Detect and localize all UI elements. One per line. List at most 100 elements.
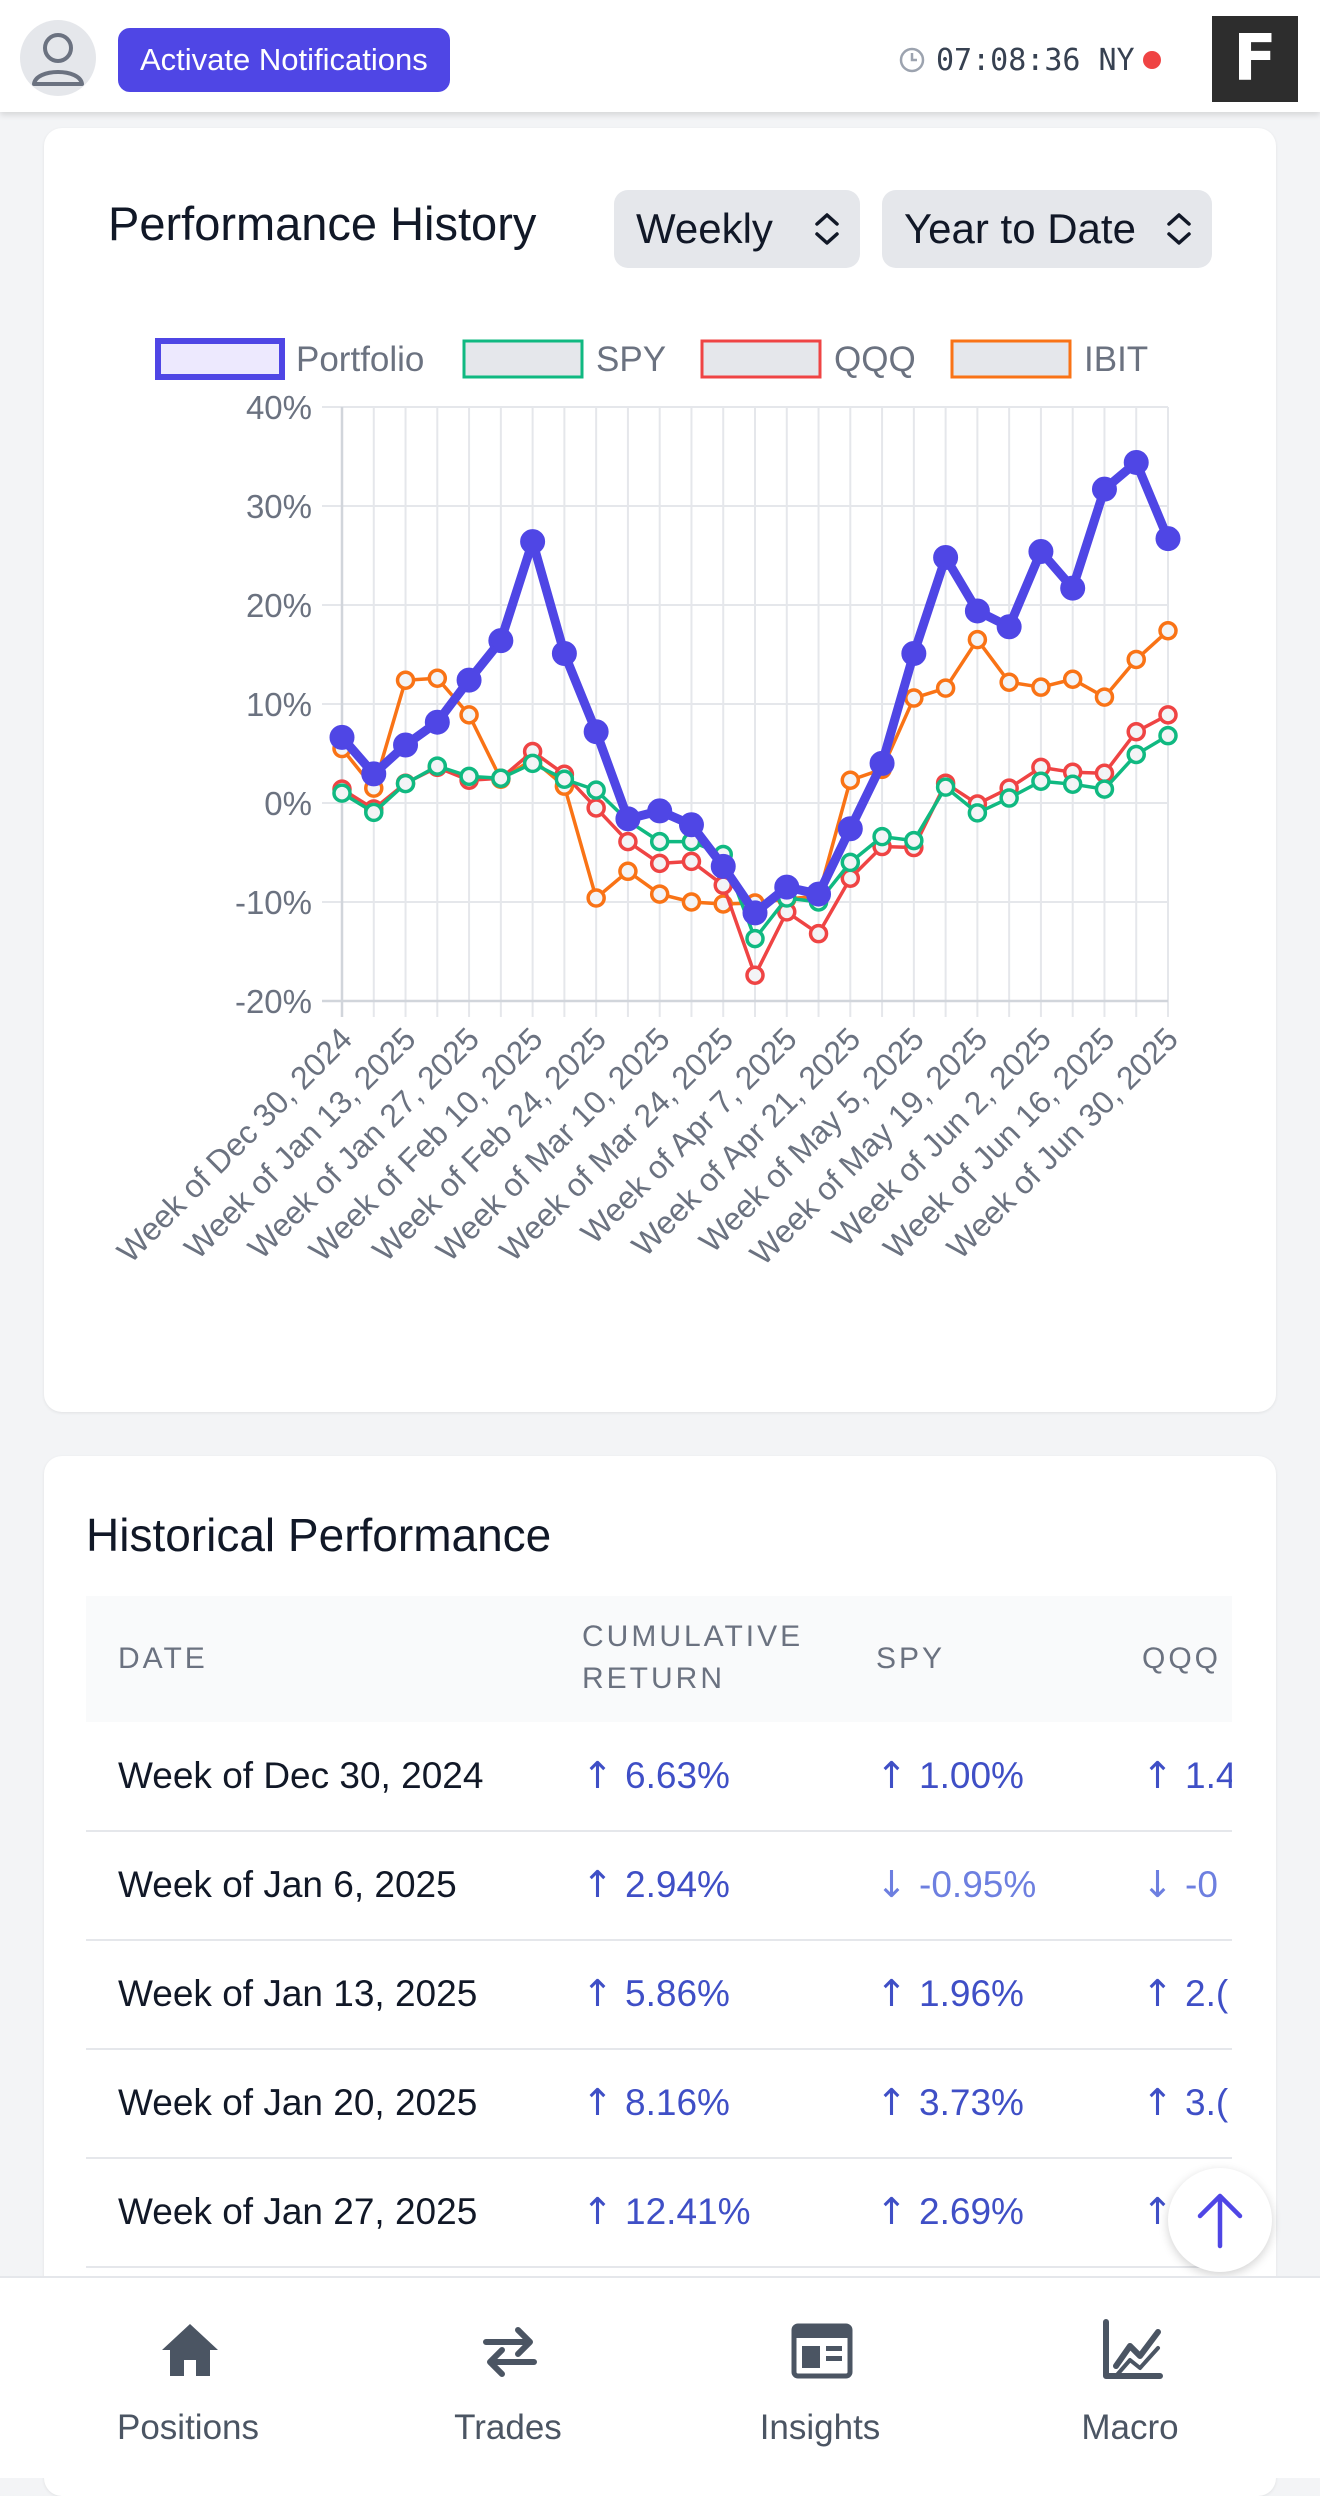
data-point [329, 724, 355, 750]
data-point [459, 766, 479, 787]
cell-qqq: ↑ 2.( [1142, 1940, 1228, 2048]
cell-qqq: ↑ 1.4 [1142, 1722, 1232, 1830]
column-header-spy: SPY [876, 1642, 946, 1675]
arrow-up-icon: ↑ [582, 2081, 614, 2124]
data-point [1028, 539, 1054, 565]
cell-value: 8.16% [625, 2082, 730, 2123]
activate-notifications-button[interactable]: Activate Notifications [118, 28, 450, 92]
cell-date: Week of Jan 6, 2025 [118, 1864, 457, 1905]
y-tick-label: 40% [246, 389, 312, 426]
arrow-up-icon [1197, 2193, 1243, 2249]
data-point [522, 753, 543, 774]
cell-value: 2.( [1185, 1973, 1229, 2014]
brand-logo[interactable]: F [1212, 16, 1298, 102]
data-point [554, 769, 575, 789]
table-row[interactable]: Week of Dec 30, 2024 ↑ 6.63% ↑ 1.00% ↑ 1.4 [86, 1722, 1232, 1832]
data-point [1158, 620, 1178, 641]
data-point [1158, 705, 1178, 725]
market-clock: 07:08:36 NY [898, 38, 1161, 82]
cell-qqq: ↓ -0 [1142, 1831, 1218, 1939]
data-point [459, 705, 479, 725]
data-point [745, 965, 765, 986]
scroll-to-top-button[interactable] [1168, 2168, 1272, 2272]
cell-spy: ↓ -0.95% [876, 1831, 1036, 1939]
data-point [551, 641, 577, 667]
column-header-cumulative-return: CUMULATIVE RETURN [582, 1620, 804, 1695]
data-point [1126, 721, 1146, 742]
table-row[interactable]: Week of Jan 6, 2025 ↑ 2.94% ↓ -0.95% ↓ -0 [86, 1831, 1232, 1941]
data-point [999, 788, 1019, 808]
cell-value: 2.69% [919, 2191, 1024, 2232]
arrow-down-icon: ↓ [876, 1863, 908, 1906]
data-point [964, 598, 990, 624]
data-point [649, 853, 670, 874]
nav-item-trades[interactable]: Trades [378, 2278, 638, 2478]
data-point [424, 709, 450, 735]
y-tick-label: -10% [235, 884, 312, 921]
data-point [332, 783, 352, 803]
table-row[interactable]: Week of Jan 20, 2025 ↑ 8.16% ↑ 3.73% ↑ 3.( [86, 2049, 1232, 2159]
cell-value: 1.96% [919, 1973, 1024, 2014]
cell-spy: ↑ 2.69% [876, 2158, 1024, 2266]
table-row[interactable]: Week of Jan 27, 2025 ↑ 12.41% ↑ 2.69% ↑ [86, 2158, 1232, 2268]
data-point [837, 816, 863, 842]
cell-qqq: ↑ 3.( [1142, 2049, 1228, 2157]
legend-label: Portfolio [296, 340, 424, 379]
data-point [427, 756, 448, 776]
nav-item-macro[interactable]: Macro [1000, 2278, 1260, 2478]
arrow-up-icon: ↑ [582, 1754, 614, 1797]
data-point [1091, 476, 1117, 502]
data-point [710, 853, 736, 879]
cell-value: 1.4 [1185, 1755, 1232, 1796]
data-point [586, 798, 606, 818]
data-point [1126, 744, 1146, 765]
cell-value: 5.86% [625, 1973, 730, 2014]
nav-label-trades: Trades [454, 2408, 562, 2447]
cell-cumulative-return: ↑ 2.94% [582, 1831, 730, 1939]
data-point [520, 529, 546, 555]
data-point [904, 830, 924, 851]
avatar[interactable] [20, 20, 96, 96]
y-tick-label: 20% [246, 587, 312, 624]
nav-label-insights: Insights [759, 2408, 881, 2447]
range-select-value: Year to Date [904, 205, 1136, 252]
table-header: DATE CUMULATIVE RETURN SPY QQQ [86, 1596, 1232, 1722]
data-point [427, 668, 448, 689]
data-point [395, 773, 416, 794]
data-point [901, 641, 927, 667]
range-select[interactable]: Year to Date [882, 190, 1212, 268]
y-tick-label: 10% [246, 686, 312, 723]
cell-date: Week of Jan 27, 2025 [118, 2191, 478, 2232]
cell-spy: ↑ 3.73% [876, 2049, 1024, 2157]
arrow-up-icon: ↑ [876, 1972, 908, 2015]
data-point [935, 777, 956, 797]
table-row[interactable]: Week of Jan 13, 2025 ↑ 5.86% ↑ 1.96% ↑ 2.( [86, 1940, 1232, 2050]
clock-zone: NY [1098, 42, 1135, 78]
data-point [967, 803, 988, 823]
data-point [1062, 669, 1083, 689]
swap-arrows-icon [483, 2327, 537, 2377]
market-status-dot [1142, 51, 1161, 69]
data-point [1155, 526, 1181, 552]
data-point [1094, 763, 1115, 784]
legend-swatch [950, 339, 1072, 379]
cell-value: 12.41% [625, 2191, 751, 2232]
data-point [840, 852, 861, 873]
data-point [678, 812, 704, 838]
nav-item-insights[interactable]: Insights [690, 2278, 950, 2478]
chevron-up-down-icon [1167, 213, 1191, 245]
cell-date: Week of Dec 30, 2024 [118, 1755, 484, 1796]
cell-value: 2.94% [625, 1864, 730, 1905]
period-select[interactable]: Weekly [614, 190, 860, 268]
arrow-up-icon: ↑ [1142, 2081, 1174, 2124]
cell-qqq: ↑ [1142, 2158, 1185, 2266]
data-point [393, 732, 419, 758]
cell-cumulative-return: ↑ 8.16% [582, 2049, 730, 2157]
data-point [583, 719, 609, 745]
data-point [456, 667, 482, 693]
nav-item-positions[interactable]: Positions [58, 2278, 318, 2478]
data-point [1031, 771, 1051, 791]
legend-label: SPY [596, 340, 666, 379]
nav-label-macro: Macro [1081, 2408, 1179, 2447]
arrow-up-icon: ↑ [1142, 1754, 1174, 1797]
